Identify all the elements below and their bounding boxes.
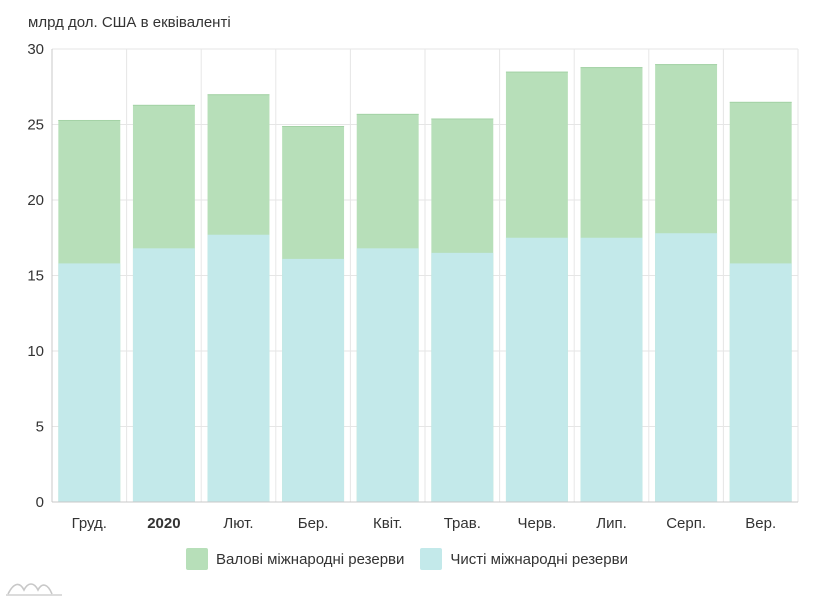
logo-icon (6, 583, 62, 596)
x-tick-label: Серп. (666, 515, 706, 532)
x-tick-label: Бер. (298, 515, 329, 532)
legend-label-net: Чисті міжнародні резерви (450, 550, 628, 568)
x-tick-label: Груд. (72, 515, 107, 532)
x-tick-label: Вер. (745, 515, 776, 532)
legend-label-gross: Валові міжнародні резерви (216, 550, 405, 568)
x-tick-labels: Груд. 2020 Лют. Бер. Квіт. Трав. Черв. Лип. Серп… (72, 515, 777, 532)
bar-net (282, 258, 345, 502)
bar-net (580, 237, 643, 502)
y-tick-label: 30 (27, 41, 44, 58)
chart-legend: Валові міжнародні резерви Чисті міжнарод… (0, 548, 814, 570)
y-tick-label: 5 (36, 419, 44, 436)
y-tick-label: 10 (27, 343, 44, 360)
x-tick-label: Лют. (223, 515, 253, 532)
y-tick-label: 0 (36, 494, 44, 511)
y-tick-labels: 0 5 10 15 20 25 30 (27, 41, 44, 511)
bar-net (207, 234, 270, 503)
y-axis-unit-label: млрд дол. США в еквіваленті (28, 14, 231, 31)
y-tick-label: 25 (27, 117, 44, 134)
x-tick-label: Черв. (517, 515, 556, 532)
x-tick-label: Лип. (596, 515, 627, 532)
bar-net (58, 263, 121, 502)
legend-swatch-gross (186, 548, 209, 570)
legend-item-gross[interactable]: Валові міжнародні резерви (186, 548, 404, 570)
y-tick-label: 15 (27, 268, 44, 285)
axes (51, 49, 798, 503)
x-tick-label: 2020 (147, 515, 180, 532)
bar-net (729, 263, 792, 502)
bar-net (356, 248, 419, 502)
net-reserves-series (58, 233, 792, 503)
bar-net (505, 237, 568, 502)
x-tick-label: Квіт. (373, 515, 402, 532)
bar-net (132, 248, 195, 502)
bar-net (431, 252, 494, 502)
bar-net (655, 233, 718, 502)
y-tick-label: 20 (27, 192, 44, 209)
legend-swatch-net (420, 548, 443, 570)
legend-item-net[interactable]: Чисті міжнародні резерви (420, 548, 628, 570)
x-tick-label: Трав. (444, 515, 481, 532)
